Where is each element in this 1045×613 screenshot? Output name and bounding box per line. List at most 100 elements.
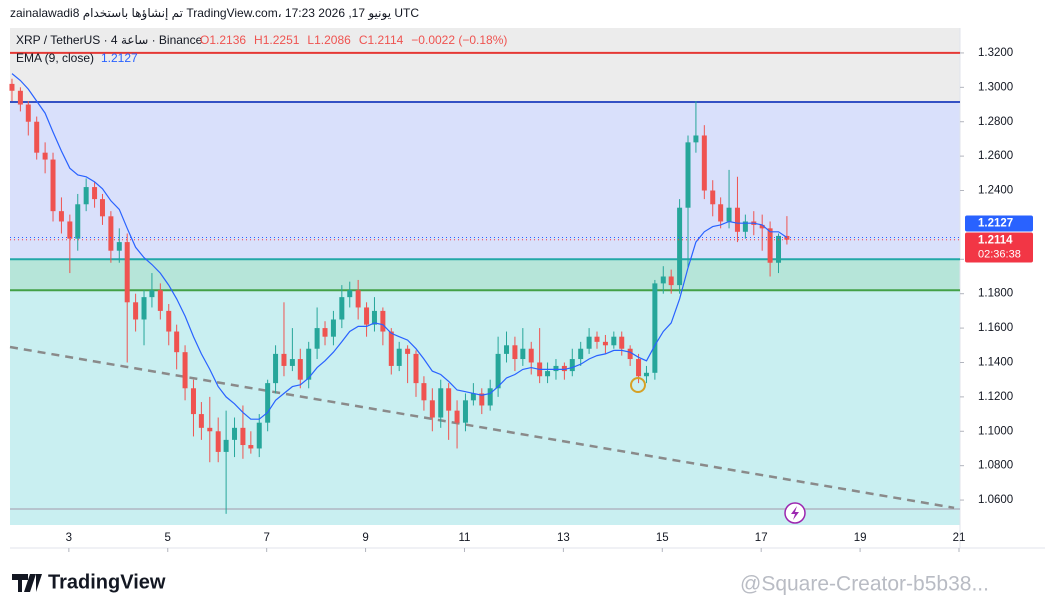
candle-body (693, 135, 699, 143)
candle-body (545, 371, 551, 377)
event-bolt (791, 506, 799, 520)
candle-body (495, 353, 501, 389)
candle-body (108, 216, 114, 251)
candle-body (701, 135, 707, 191)
candle-body (256, 422, 262, 449)
logo-icon (12, 574, 42, 592)
zone (10, 259, 960, 291)
event-icon (784, 502, 806, 524)
candle-body (619, 336, 625, 349)
candle-body (289, 359, 295, 366)
candle-body (586, 336, 592, 349)
x-tick-label: 15 (656, 532, 669, 544)
ohlc-value: O1.2136 (200, 33, 246, 47)
y-tick-label: 1.0800 (978, 460, 1013, 472)
candle-body (223, 439, 229, 452)
y-tick-label: 1.3200 (978, 47, 1013, 59)
change-value: −0.0022 (−0.18%) (411, 33, 507, 47)
candle-body (116, 242, 122, 251)
candle-body (92, 187, 98, 200)
candle-body (569, 359, 575, 372)
candle-body (281, 353, 287, 366)
candle-body (710, 190, 716, 205)
candle-body (248, 445, 254, 449)
candle-body (388, 331, 394, 366)
candle-body (215, 431, 221, 452)
candle-body (446, 388, 452, 411)
candle-body (339, 297, 345, 320)
y-tick-label: 1.1200 (978, 391, 1013, 403)
y-tick-label: 1.2400 (978, 185, 1013, 197)
indicator-name: EMA (9, close) (16, 51, 94, 65)
candle-body (396, 348, 402, 366)
x-tick-label: 3 (66, 532, 72, 544)
candle-body (166, 310, 172, 332)
y-tick-label: 1.1400 (978, 357, 1013, 369)
candle-body (643, 372, 649, 377)
candle-body (421, 383, 427, 401)
candle-body (528, 348, 534, 363)
price-label: 1.2114 (978, 234, 1013, 246)
candle-body (157, 290, 163, 311)
candle-body (718, 204, 724, 222)
y-tick-label: 1.2800 (978, 116, 1013, 128)
candle-body (17, 90, 23, 105)
candle-body (776, 235, 782, 263)
candle-body (470, 393, 476, 401)
x-tick-label: 21 (953, 532, 966, 544)
header: zainalawadi8 تم إنشاؤها باستخدام Trading… (10, 6, 419, 21)
zone (10, 290, 960, 525)
price-label-bg (965, 215, 1033, 232)
candle-body (371, 310, 377, 325)
candle-body (83, 187, 89, 205)
candle-body (454, 410, 460, 423)
countdown: 02:36:38 (978, 248, 1021, 260)
candle-body (520, 348, 526, 360)
brand-logo: TradingView (12, 571, 166, 593)
candle-body (75, 204, 81, 239)
candle-body (67, 221, 73, 239)
ohlc-value: H1.2251 (254, 33, 300, 47)
candle-body (479, 393, 485, 406)
legend: XRP / TetherUS · 4 ساعة · Binance O1.213… (16, 33, 507, 65)
y-tick-label: 1.1800 (978, 288, 1013, 300)
candle-body (767, 228, 773, 263)
candle-body (636, 359, 642, 377)
candle-body (25, 104, 31, 122)
candle-body (652, 283, 658, 373)
candle-body (364, 307, 370, 325)
x-tick-label: 13 (557, 532, 570, 544)
candle-body (182, 352, 188, 389)
candle-body (578, 348, 584, 360)
candle-body (347, 290, 353, 298)
candle-body (660, 276, 666, 284)
candle-body (553, 365, 559, 372)
x-tick-label: 7 (263, 532, 269, 544)
price-label: 1.2127 (978, 217, 1013, 229)
candle-body (742, 221, 748, 232)
x-tick-label: 17 (755, 532, 768, 544)
symbol: XRP / TetherUS · 4 ساعة · Binance (16, 33, 203, 47)
candle-body (149, 290, 155, 298)
candle-body (438, 388, 444, 418)
x-tick-label: 11 (459, 532, 471, 544)
candle-body (594, 336, 600, 342)
indicator-value: 1.2127 (101, 51, 138, 65)
candle-body (685, 142, 691, 208)
ema-line (11, 73, 788, 420)
candle-body (759, 224, 765, 229)
watermark: @Square-Creator-b5b38... (740, 573, 989, 596)
candle-body (330, 319, 336, 337)
brand-name: TradingView (48, 571, 166, 593)
candle-body (355, 290, 361, 308)
candle-body (322, 328, 328, 337)
candle-body (232, 427, 238, 440)
price-label-bg (965, 232, 1033, 263)
candle-body (190, 388, 196, 415)
candle-body (124, 242, 130, 303)
candle-body (405, 348, 411, 354)
candle-body (99, 199, 105, 217)
ohlc-value: L1.2086 (307, 33, 351, 47)
candle-body (726, 207, 732, 222)
